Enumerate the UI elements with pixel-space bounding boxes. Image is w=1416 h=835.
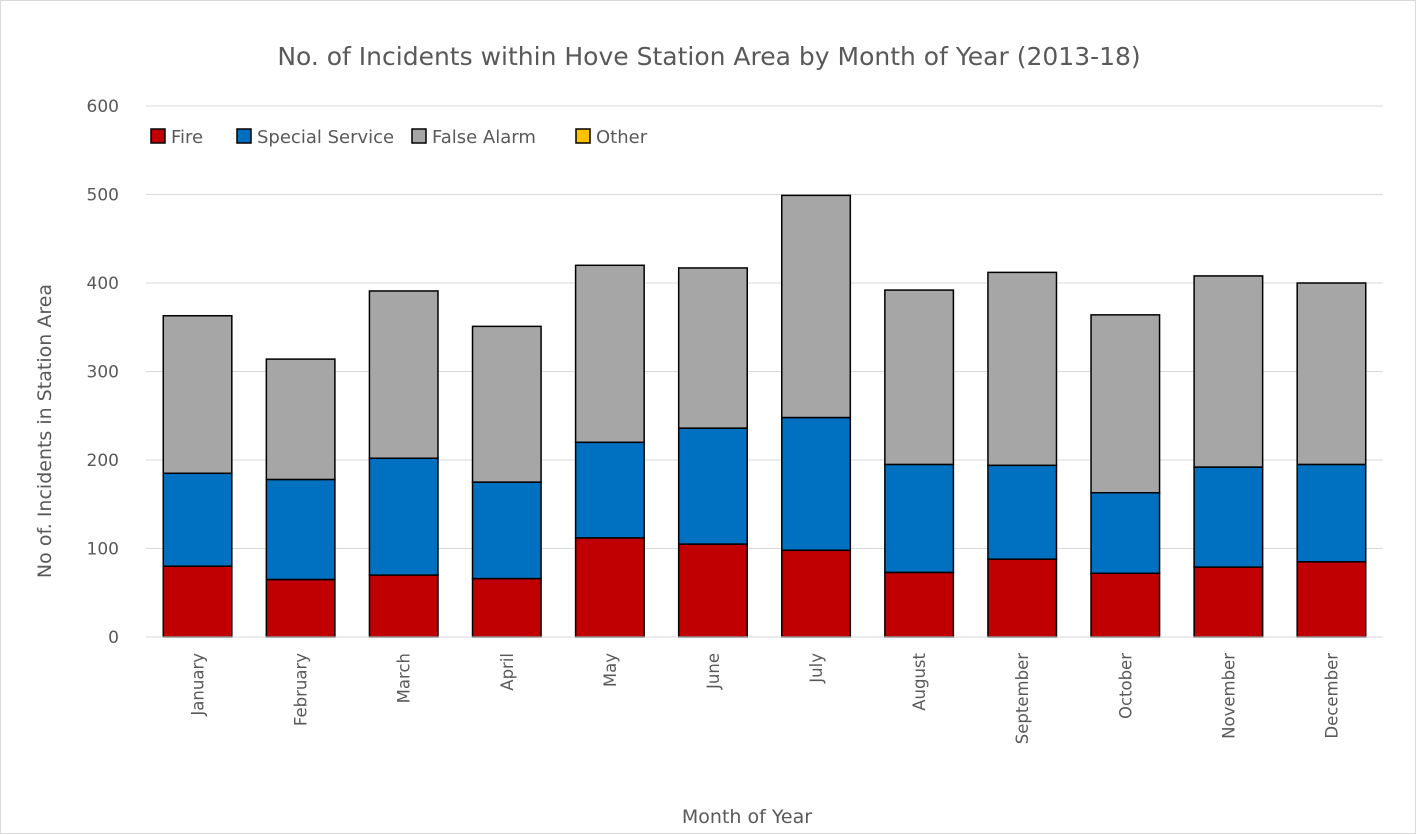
bar-false-alarm-april — [471, 325, 542, 483]
bar-false-alarm-may — [574, 264, 645, 444]
bar-false-alarm-october — [1090, 314, 1161, 494]
bar-special-service-march — [368, 457, 439, 576]
bar-fire-april — [471, 577, 542, 638]
legend-swatch-fire — [150, 128, 166, 144]
bar-fire-december — [1296, 561, 1367, 638]
x-tick-label: September — [1013, 653, 1032, 744]
bar-special-service-june — [677, 427, 748, 545]
legend-swatch-special-service — [236, 128, 252, 144]
bar-false-alarm-february — [265, 358, 336, 481]
bar-false-alarm-january — [162, 314, 233, 475]
bar-fire-january — [162, 565, 233, 638]
bar-fire-august — [884, 571, 955, 638]
bar-false-alarm-july — [781, 194, 852, 419]
bar-fire-november — [1193, 566, 1264, 638]
bar-special-service-august — [884, 463, 955, 574]
y-tick-label: 300 — [87, 363, 119, 383]
y-tick-label: 500 — [87, 186, 119, 206]
x-tick-label: February — [292, 653, 311, 726]
legend-label: Fire — [171, 127, 203, 148]
bar-special-service-december — [1296, 463, 1367, 563]
x-axis-category-labels: January February March April May June July Augu… — [189, 652, 1342, 744]
bar-fire-march — [368, 574, 439, 638]
x-tick-label: March — [395, 653, 414, 703]
x-tick-label: October — [1116, 653, 1135, 719]
x-tick-label: November — [1219, 653, 1238, 739]
y-tick-label: 200 — [87, 451, 119, 471]
bar-special-service-july — [781, 416, 852, 552]
bar-special-service-april — [471, 481, 542, 580]
gridlines — [146, 105, 1383, 549]
bar-fire-june — [677, 543, 748, 638]
y-axis-title: No of. Incidents in Station Area — [34, 284, 56, 578]
x-axis-title: Month of Year — [682, 806, 812, 828]
legend-label: Other — [596, 127, 648, 148]
x-tick-label: June — [704, 653, 723, 690]
x-tick-label: May — [601, 653, 620, 687]
bar-fire-may — [574, 537, 645, 638]
y-tick-label: 600 — [87, 97, 119, 117]
bar-special-service-february — [265, 478, 336, 581]
bar-false-alarm-december — [1296, 282, 1367, 466]
bars — [162, 194, 1367, 638]
bar-special-service-may — [574, 441, 645, 539]
x-tick-label: January — [189, 653, 208, 717]
bar-false-alarm-march — [368, 290, 439, 459]
chart-title: No. of Incidents within Hove Station Are… — [277, 42, 1140, 71]
y-tick-label: 400 — [87, 274, 119, 294]
bar-special-service-october — [1090, 491, 1161, 575]
bar-false-alarm-june — [677, 267, 748, 429]
bar-special-service-january — [162, 472, 233, 567]
y-axis-tick-labels: 0 100 200 300 400 500 600 — [87, 97, 119, 648]
x-tick-label: April — [498, 653, 517, 691]
x-tick-label: December — [1322, 653, 1341, 739]
legend-label: Special Service — [257, 127, 394, 148]
x-tick-label: July — [807, 653, 826, 684]
bar-fire-july — [781, 549, 852, 638]
x-tick-label: August — [910, 652, 929, 710]
bar-false-alarm-august — [884, 289, 955, 466]
legend-swatch-other — [575, 128, 591, 144]
legend-label: False Alarm — [432, 127, 536, 148]
bar-fire-september — [987, 558, 1058, 638]
bar-fire-february — [265, 578, 336, 638]
bar-special-service-september — [987, 464, 1058, 560]
y-tick-label: 100 — [87, 540, 119, 560]
bar-fire-october — [1090, 572, 1161, 638]
bar-special-service-november — [1193, 466, 1264, 568]
y-tick-label: 0 — [108, 628, 119, 648]
bar-false-alarm-november — [1193, 275, 1264, 468]
legend: Fire Special Service False Alarm Other — [150, 127, 648, 148]
legend-swatch-false-alarm — [411, 128, 427, 144]
bar-false-alarm-september — [987, 271, 1058, 467]
